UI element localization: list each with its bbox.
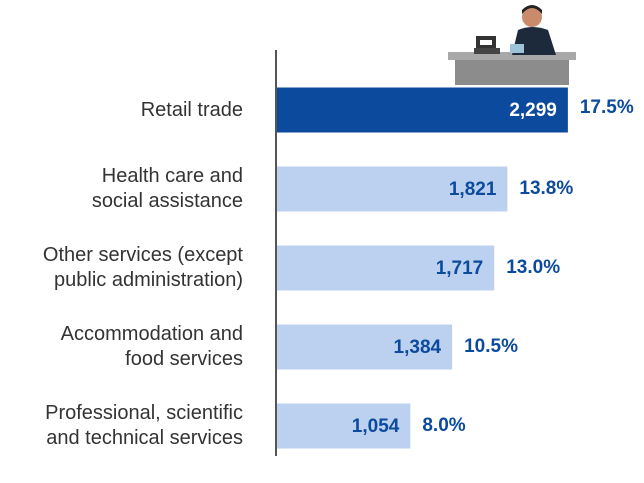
category-line: social assistance: [0, 189, 243, 214]
category-line: Professional, scientific: [0, 401, 243, 426]
category-line: Accommodation and: [0, 322, 243, 347]
category-line: Health care and: [0, 164, 243, 189]
category-line: food services: [0, 347, 243, 372]
value-label: 1,821: [449, 179, 497, 200]
page: 2,299 17.5% 1,821 13.8% 1,717 13.0% 1,384 10.5%…: [0, 0, 644, 483]
value-label: 1,054: [352, 416, 400, 437]
category-line: public administration): [0, 268, 243, 293]
value-label: 1,717: [436, 258, 484, 279]
value-label: 2,299: [509, 100, 557, 121]
category-line: Retail trade: [0, 98, 243, 123]
category-line: Other services (except: [0, 243, 243, 268]
percent-label: 17.5%: [580, 97, 634, 118]
cashier-icon: [448, 5, 576, 85]
percent-label: 13.0%: [506, 257, 560, 278]
percent-label: 13.8%: [519, 178, 573, 199]
percent-label: 10.5%: [464, 336, 518, 357]
percent-label: 8.0%: [422, 415, 465, 436]
value-label: 1,384: [394, 337, 442, 358]
category-label: Retail trade: [0, 98, 243, 123]
category-line: and technical services: [0, 426, 243, 451]
